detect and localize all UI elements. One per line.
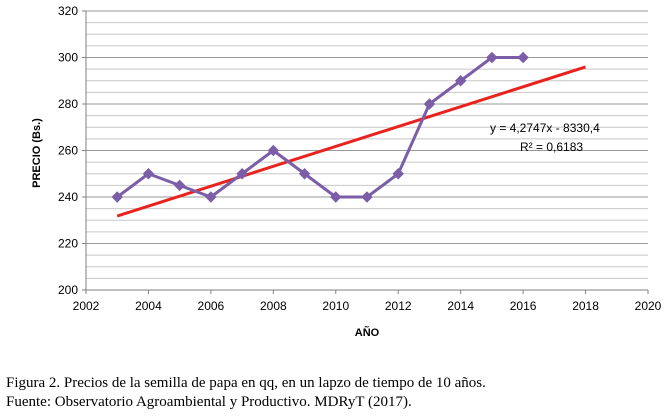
trendline-line xyxy=(116,65,587,218)
x-tick-label: 2010 xyxy=(322,299,349,313)
x-tick-label: 2014 xyxy=(447,299,474,313)
y-tick-label: 240 xyxy=(58,190,78,204)
x-tick-label: 2008 xyxy=(260,299,287,313)
series-line xyxy=(116,56,524,199)
x-tick-label: 2016 xyxy=(510,299,537,313)
data-point xyxy=(454,75,467,87)
data-point xyxy=(142,168,155,180)
x-tick-label: 2002 xyxy=(73,299,100,313)
data-point xyxy=(267,144,280,157)
x-tick-label: 2006 xyxy=(198,299,225,313)
data-point xyxy=(392,168,404,180)
data-point xyxy=(486,51,498,64)
y-tick-label: 260 xyxy=(58,144,78,158)
tick-labels: 200 220 240 260 280 300 320 2002 2004 2006 2008 201… xyxy=(58,4,662,313)
figure-source: Fuente: Observatorio Agroambiental y Pro… xyxy=(6,394,412,410)
trendline xyxy=(116,65,587,218)
data-point xyxy=(205,191,217,203)
data-point xyxy=(361,191,373,203)
data-point xyxy=(173,179,186,192)
x-tick-label: 2018 xyxy=(572,299,599,313)
data-point xyxy=(236,168,248,180)
data-point xyxy=(298,168,311,180)
data-point xyxy=(111,191,123,203)
y-tick-label: 280 xyxy=(58,97,78,111)
trendline-r2: R² = 0,6183 xyxy=(520,140,583,154)
data-point xyxy=(517,51,529,64)
axes xyxy=(82,10,649,294)
figure-caption: Figura 2. Precios de la semilla de papa … xyxy=(6,375,486,391)
y-axis-title: PRECIO (Bs.) xyxy=(31,118,43,188)
trendline-equation: y = 4,2747x - 8330,4 xyxy=(490,121,600,135)
y-tick-label: 220 xyxy=(58,237,78,251)
chart: 200 220 240 260 280 300 320 2002 2004 2006 2008 201… xyxy=(31,4,662,339)
data-point xyxy=(330,191,342,203)
y-tick-label: 320 xyxy=(58,4,78,18)
x-tick-label: 2012 xyxy=(385,299,412,313)
y-tick-label: 200 xyxy=(58,283,78,297)
y-tick-label: 300 xyxy=(58,51,78,65)
x-axis-title: AÑO xyxy=(355,326,380,339)
grid xyxy=(86,10,648,291)
price-series xyxy=(111,51,529,203)
x-tick-label: 2020 xyxy=(635,299,662,313)
x-tick-label: 2004 xyxy=(135,299,162,313)
data-point xyxy=(423,98,436,110)
